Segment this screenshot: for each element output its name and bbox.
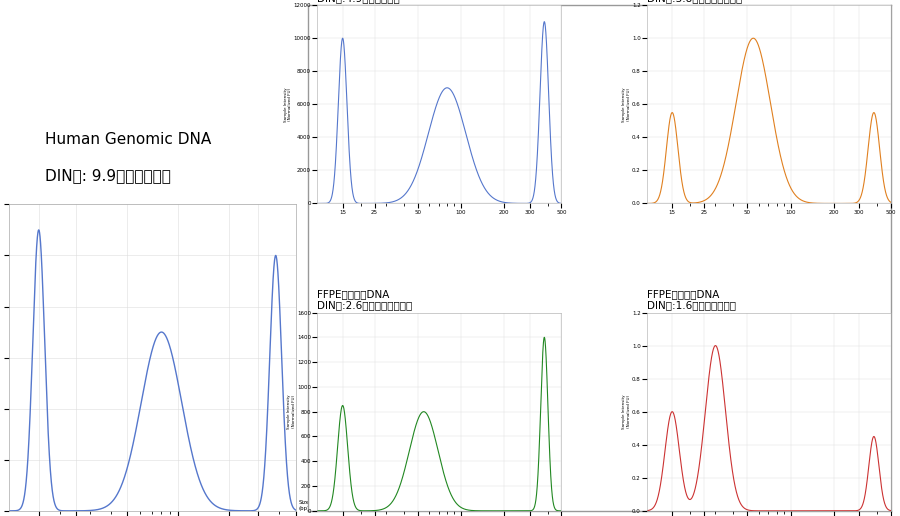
Y-axis label: Sample Intensity
(Normalized FU): Sample Intensity (Normalized FU) bbox=[622, 87, 631, 122]
Y-axis label: Sample Intensity
(Normalized FU): Sample Intensity (Normalized FU) bbox=[284, 87, 292, 122]
Text: FFPE試料由来DNA
DIN値:3.8（中程度の分解）: FFPE試料由来DNA DIN値:3.8（中程度の分解） bbox=[647, 0, 742, 3]
Y-axis label: Sample Intensity
(Normalized FU): Sample Intensity (Normalized FU) bbox=[622, 394, 631, 429]
Text: Size
(bp): Size (bp) bbox=[299, 500, 310, 511]
Text: FFPE試料由来DNA
DIN値:2.6（中程度の分解）: FFPE試料由来DNA DIN値:2.6（中程度の分解） bbox=[318, 289, 412, 310]
Text: Human Genomic DNA: Human Genomic DNA bbox=[45, 133, 212, 148]
Text: FFPE試料由来DNA
DIN値:4.9（やや分解）: FFPE試料由来DNA DIN値:4.9（やや分解） bbox=[318, 0, 400, 3]
Y-axis label: Sample Intensity
(Normalized FU): Sample Intensity (Normalized FU) bbox=[287, 394, 296, 429]
Text: DIN値: 9.9　（非分解）: DIN値: 9.9 （非分解） bbox=[45, 169, 171, 184]
Text: FFPE試料由来DNA
DIN値:1.6（過度な分解）: FFPE試料由来DNA DIN値:1.6（過度な分解） bbox=[647, 289, 736, 310]
